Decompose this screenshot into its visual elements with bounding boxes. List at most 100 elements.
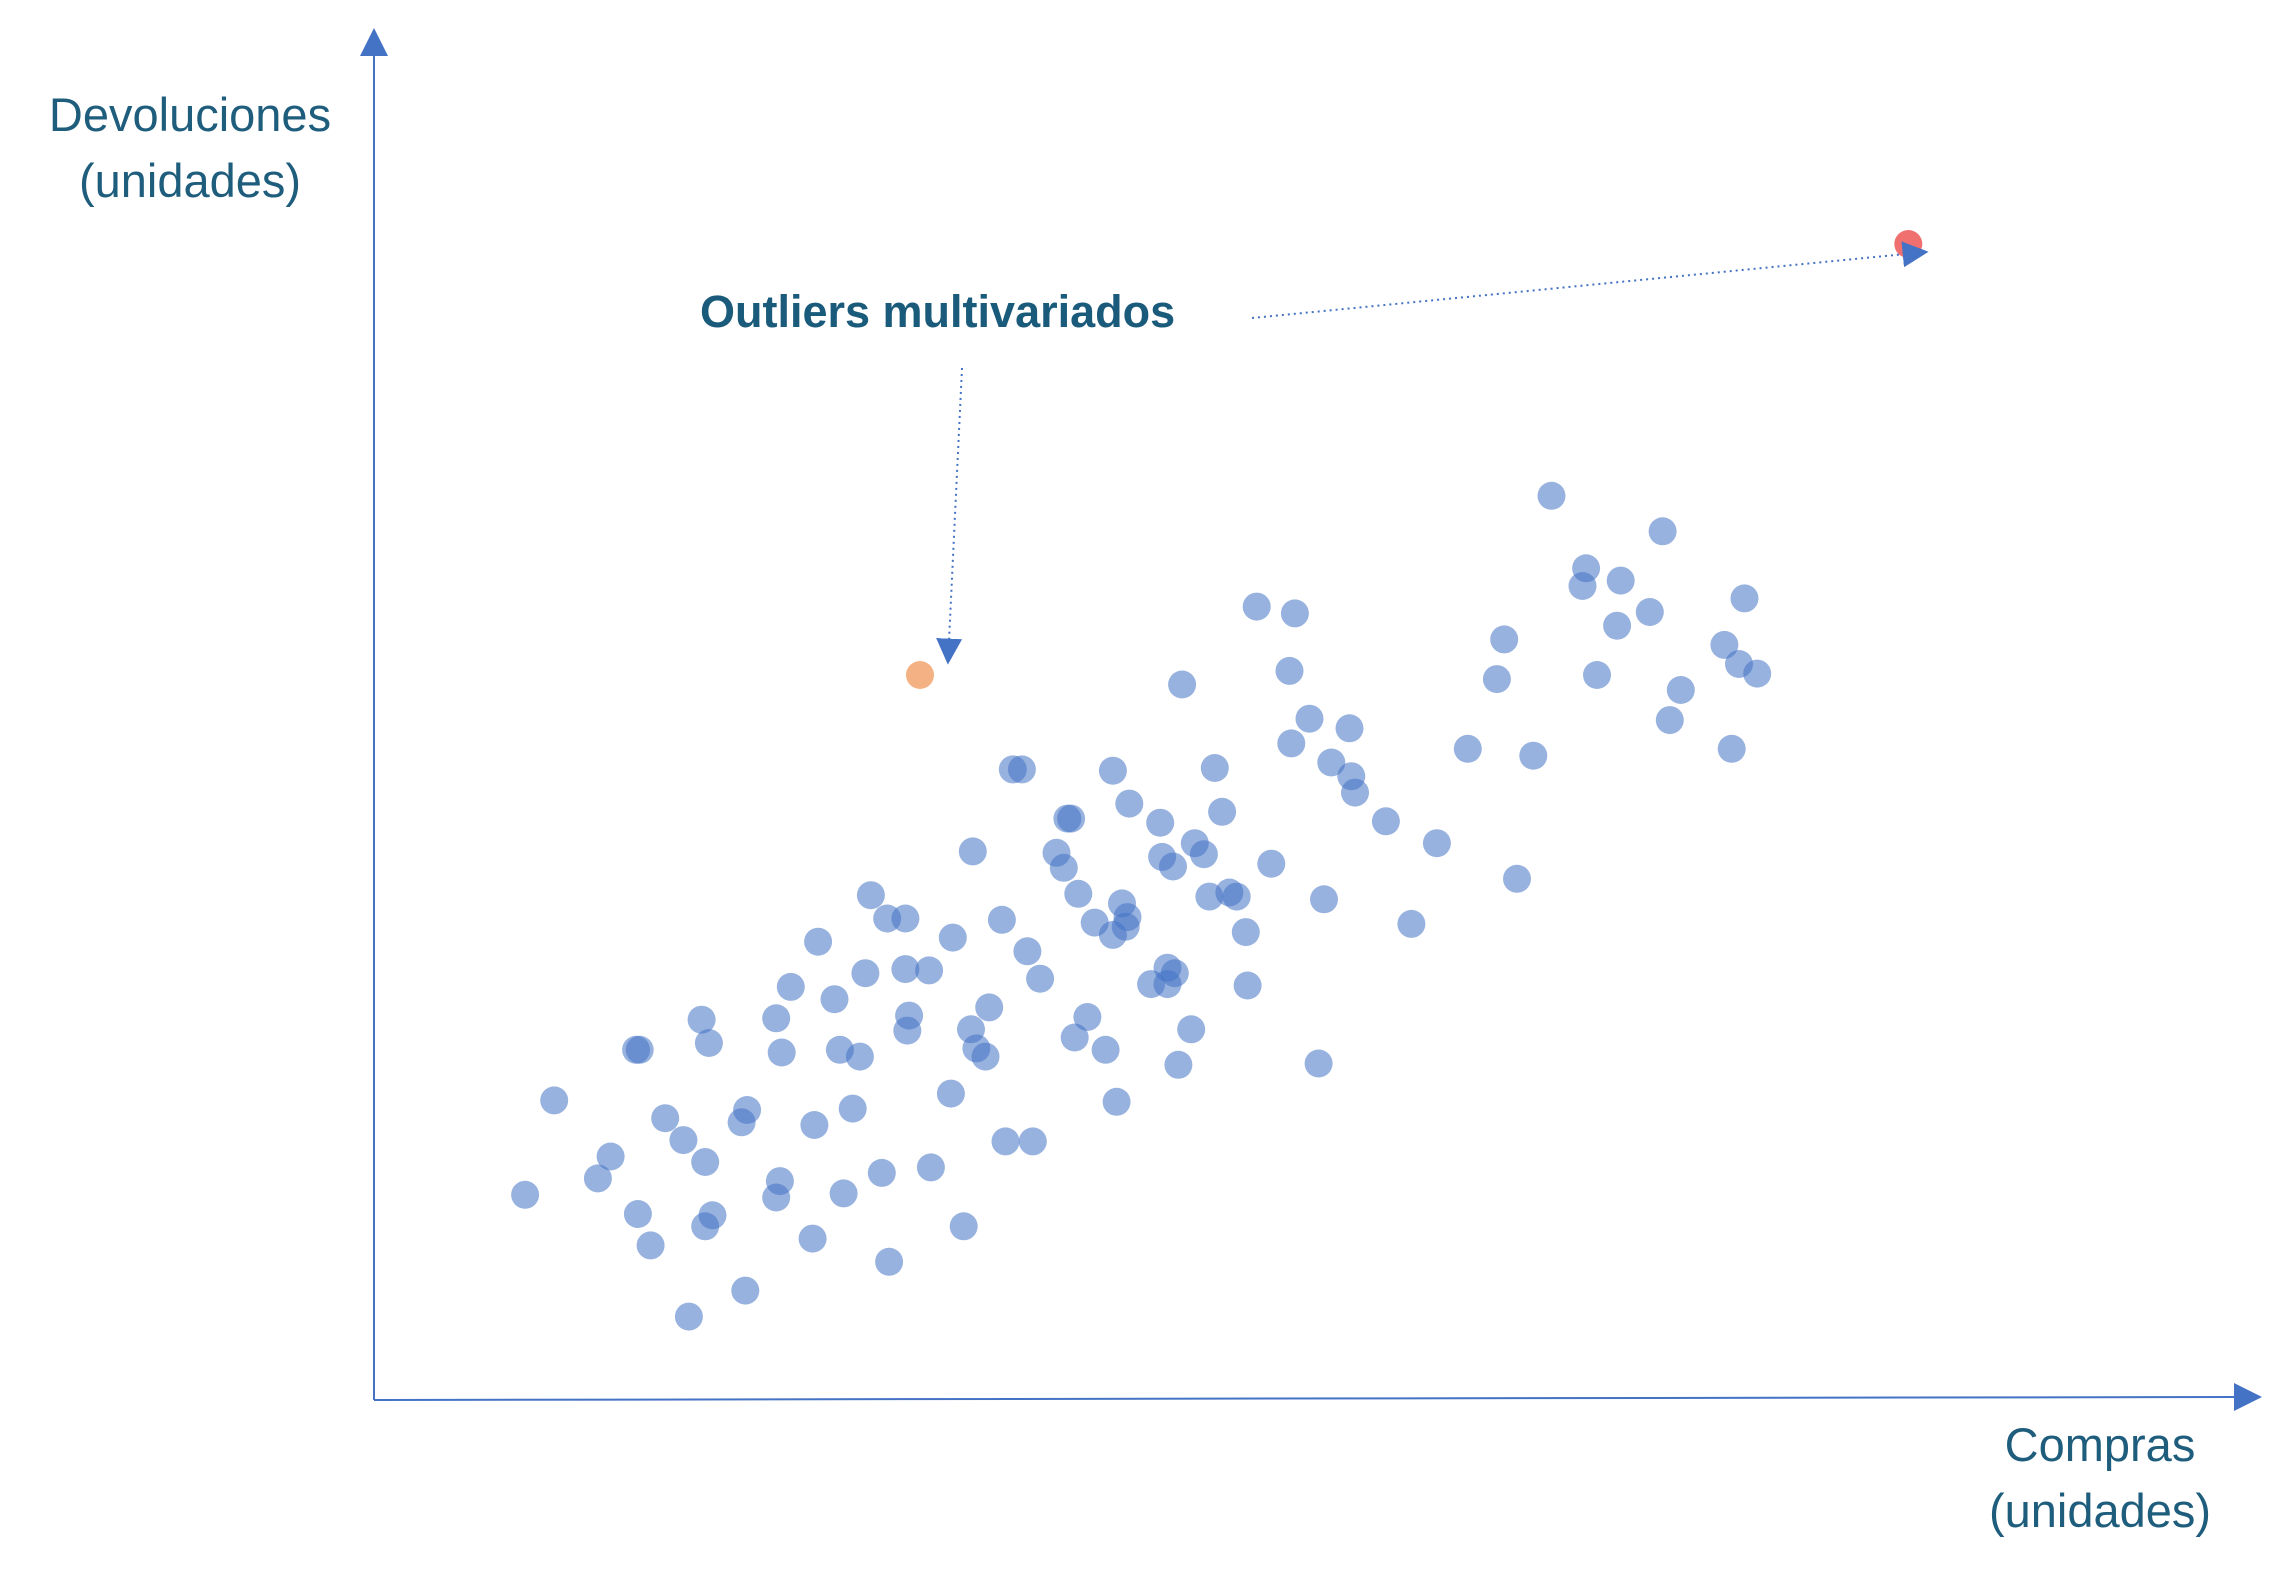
data-point-116: [1572, 554, 1601, 583]
y-axis-label: Devoluciones (unidades): [20, 82, 360, 214]
data-point-121: [1648, 517, 1677, 546]
data-point-52: [987, 905, 1016, 934]
data-point-113: [1519, 741, 1548, 770]
data-point-95: [1257, 849, 1286, 878]
data-points: [511, 230, 1923, 1331]
data-point-80: [1159, 852, 1187, 881]
data-point-105: [1337, 762, 1366, 791]
data-point-58: [1026, 964, 1055, 993]
data-point-103: [1317, 748, 1346, 777]
data-point-56: [1013, 937, 1042, 966]
data-point-110: [1482, 665, 1511, 694]
data-point-72: [1102, 1087, 1131, 1116]
data-point-123: [1666, 676, 1695, 704]
data-point-97: [1280, 599, 1309, 628]
data-point-108: [1422, 829, 1451, 858]
data-point-14: [694, 1029, 723, 1057]
data-point-60: [1049, 853, 1078, 882]
data-point-24: [776, 972, 805, 1001]
data-point-44: [938, 923, 967, 952]
data-point-64: [1064, 879, 1093, 908]
data-point-41: [895, 1001, 924, 1030]
data-point-10: [669, 1126, 698, 1155]
annotation-arrow-to-outlier-mid: [936, 367, 963, 665]
data-point-13: [691, 1148, 720, 1176]
data-point-109: [1453, 734, 1482, 763]
data-point-1: [511, 1180, 540, 1209]
data-point-120: [1635, 598, 1664, 626]
data-point-96: [1275, 656, 1304, 685]
data-point-88: [1200, 754, 1229, 782]
data-point-94: [1242, 592, 1271, 621]
data-point-9: [651, 1104, 680, 1133]
data-point-65: [1073, 1003, 1102, 1031]
data-point-33: [856, 881, 885, 910]
data-point-122: [1655, 706, 1684, 735]
data-point-107: [1397, 909, 1426, 938]
data-point-37: [867, 1158, 896, 1187]
data-point-2: [540, 1086, 569, 1115]
data-point-81: [1160, 959, 1189, 988]
data-point-3: [583, 1164, 612, 1193]
x-axis: [373, 1396, 2237, 1401]
data-point-30: [829, 1179, 858, 1208]
data-point-126: [1717, 734, 1746, 763]
annotation-arrow-to-outlier-high: [1251, 241, 1929, 319]
x-axis-arrow-icon: [2234, 1383, 2262, 1411]
data-point-19: [733, 1096, 762, 1124]
data-point-67: [1091, 1035, 1120, 1064]
data-point-86: [1189, 840, 1218, 869]
data-point-6: [625, 1035, 654, 1064]
data-point-112: [1503, 864, 1531, 893]
data-point-34: [851, 959, 880, 988]
outlier-point-mid: [906, 661, 934, 689]
data-point-38: [891, 955, 920, 984]
data-point-124: [1710, 630, 1739, 659]
data-point-118: [1603, 611, 1632, 640]
data-point-102: [1335, 714, 1364, 743]
data-point-84: [1164, 1050, 1193, 1079]
data-point-32: [838, 1094, 867, 1123]
data-point-128: [1730, 584, 1759, 613]
data-point-42: [915, 956, 944, 985]
data-point-117: [1583, 661, 1611, 689]
data-point-99: [1295, 704, 1324, 733]
x-axis-label: Compras (unidades): [1940, 1412, 2260, 1544]
data-point-106: [1371, 807, 1400, 836]
data-point-48: [958, 837, 987, 866]
data-point-55: [1007, 755, 1036, 784]
data-point-20: [762, 1004, 791, 1033]
data-point-73: [1113, 903, 1142, 932]
data-point-76: [1146, 808, 1175, 837]
data-point-51: [975, 993, 1004, 1022]
axes: [360, 28, 2262, 1411]
data-point-8: [636, 1231, 665, 1260]
data-point-50: [971, 1042, 1000, 1071]
y-axis-arrow-icon: [360, 28, 388, 56]
data-point-71: [1098, 756, 1127, 785]
data-point-36: [875, 1247, 904, 1276]
data-point-47: [949, 1212, 978, 1241]
data-point-89: [1208, 797, 1237, 826]
data-point-53: [991, 1127, 1020, 1156]
y-axis-label-line-2: (unidades): [78, 154, 302, 207]
x-axis-label-line-1: Compras: [2004, 1418, 2196, 1471]
data-point-57: [1018, 1127, 1047, 1156]
data-point-63: [1060, 1023, 1089, 1052]
data-point-45: [936, 1079, 965, 1108]
data-point-43: [916, 1153, 945, 1182]
data-point-16: [698, 1201, 727, 1230]
data-point-4: [596, 1142, 625, 1171]
data-point-27: [804, 927, 833, 956]
y-axis-label-line-1: Devoluciones: [48, 88, 332, 141]
data-point-25: [798, 1224, 827, 1253]
data-point-62: [1057, 804, 1086, 833]
data-point-31: [845, 1042, 874, 1071]
data-point-119: [1606, 566, 1635, 595]
data-point-98: [1277, 729, 1306, 758]
data-point-23: [767, 1038, 796, 1067]
data-point-7: [623, 1200, 652, 1228]
data-point-114: [1537, 481, 1566, 510]
data-point-92: [1231, 918, 1260, 947]
